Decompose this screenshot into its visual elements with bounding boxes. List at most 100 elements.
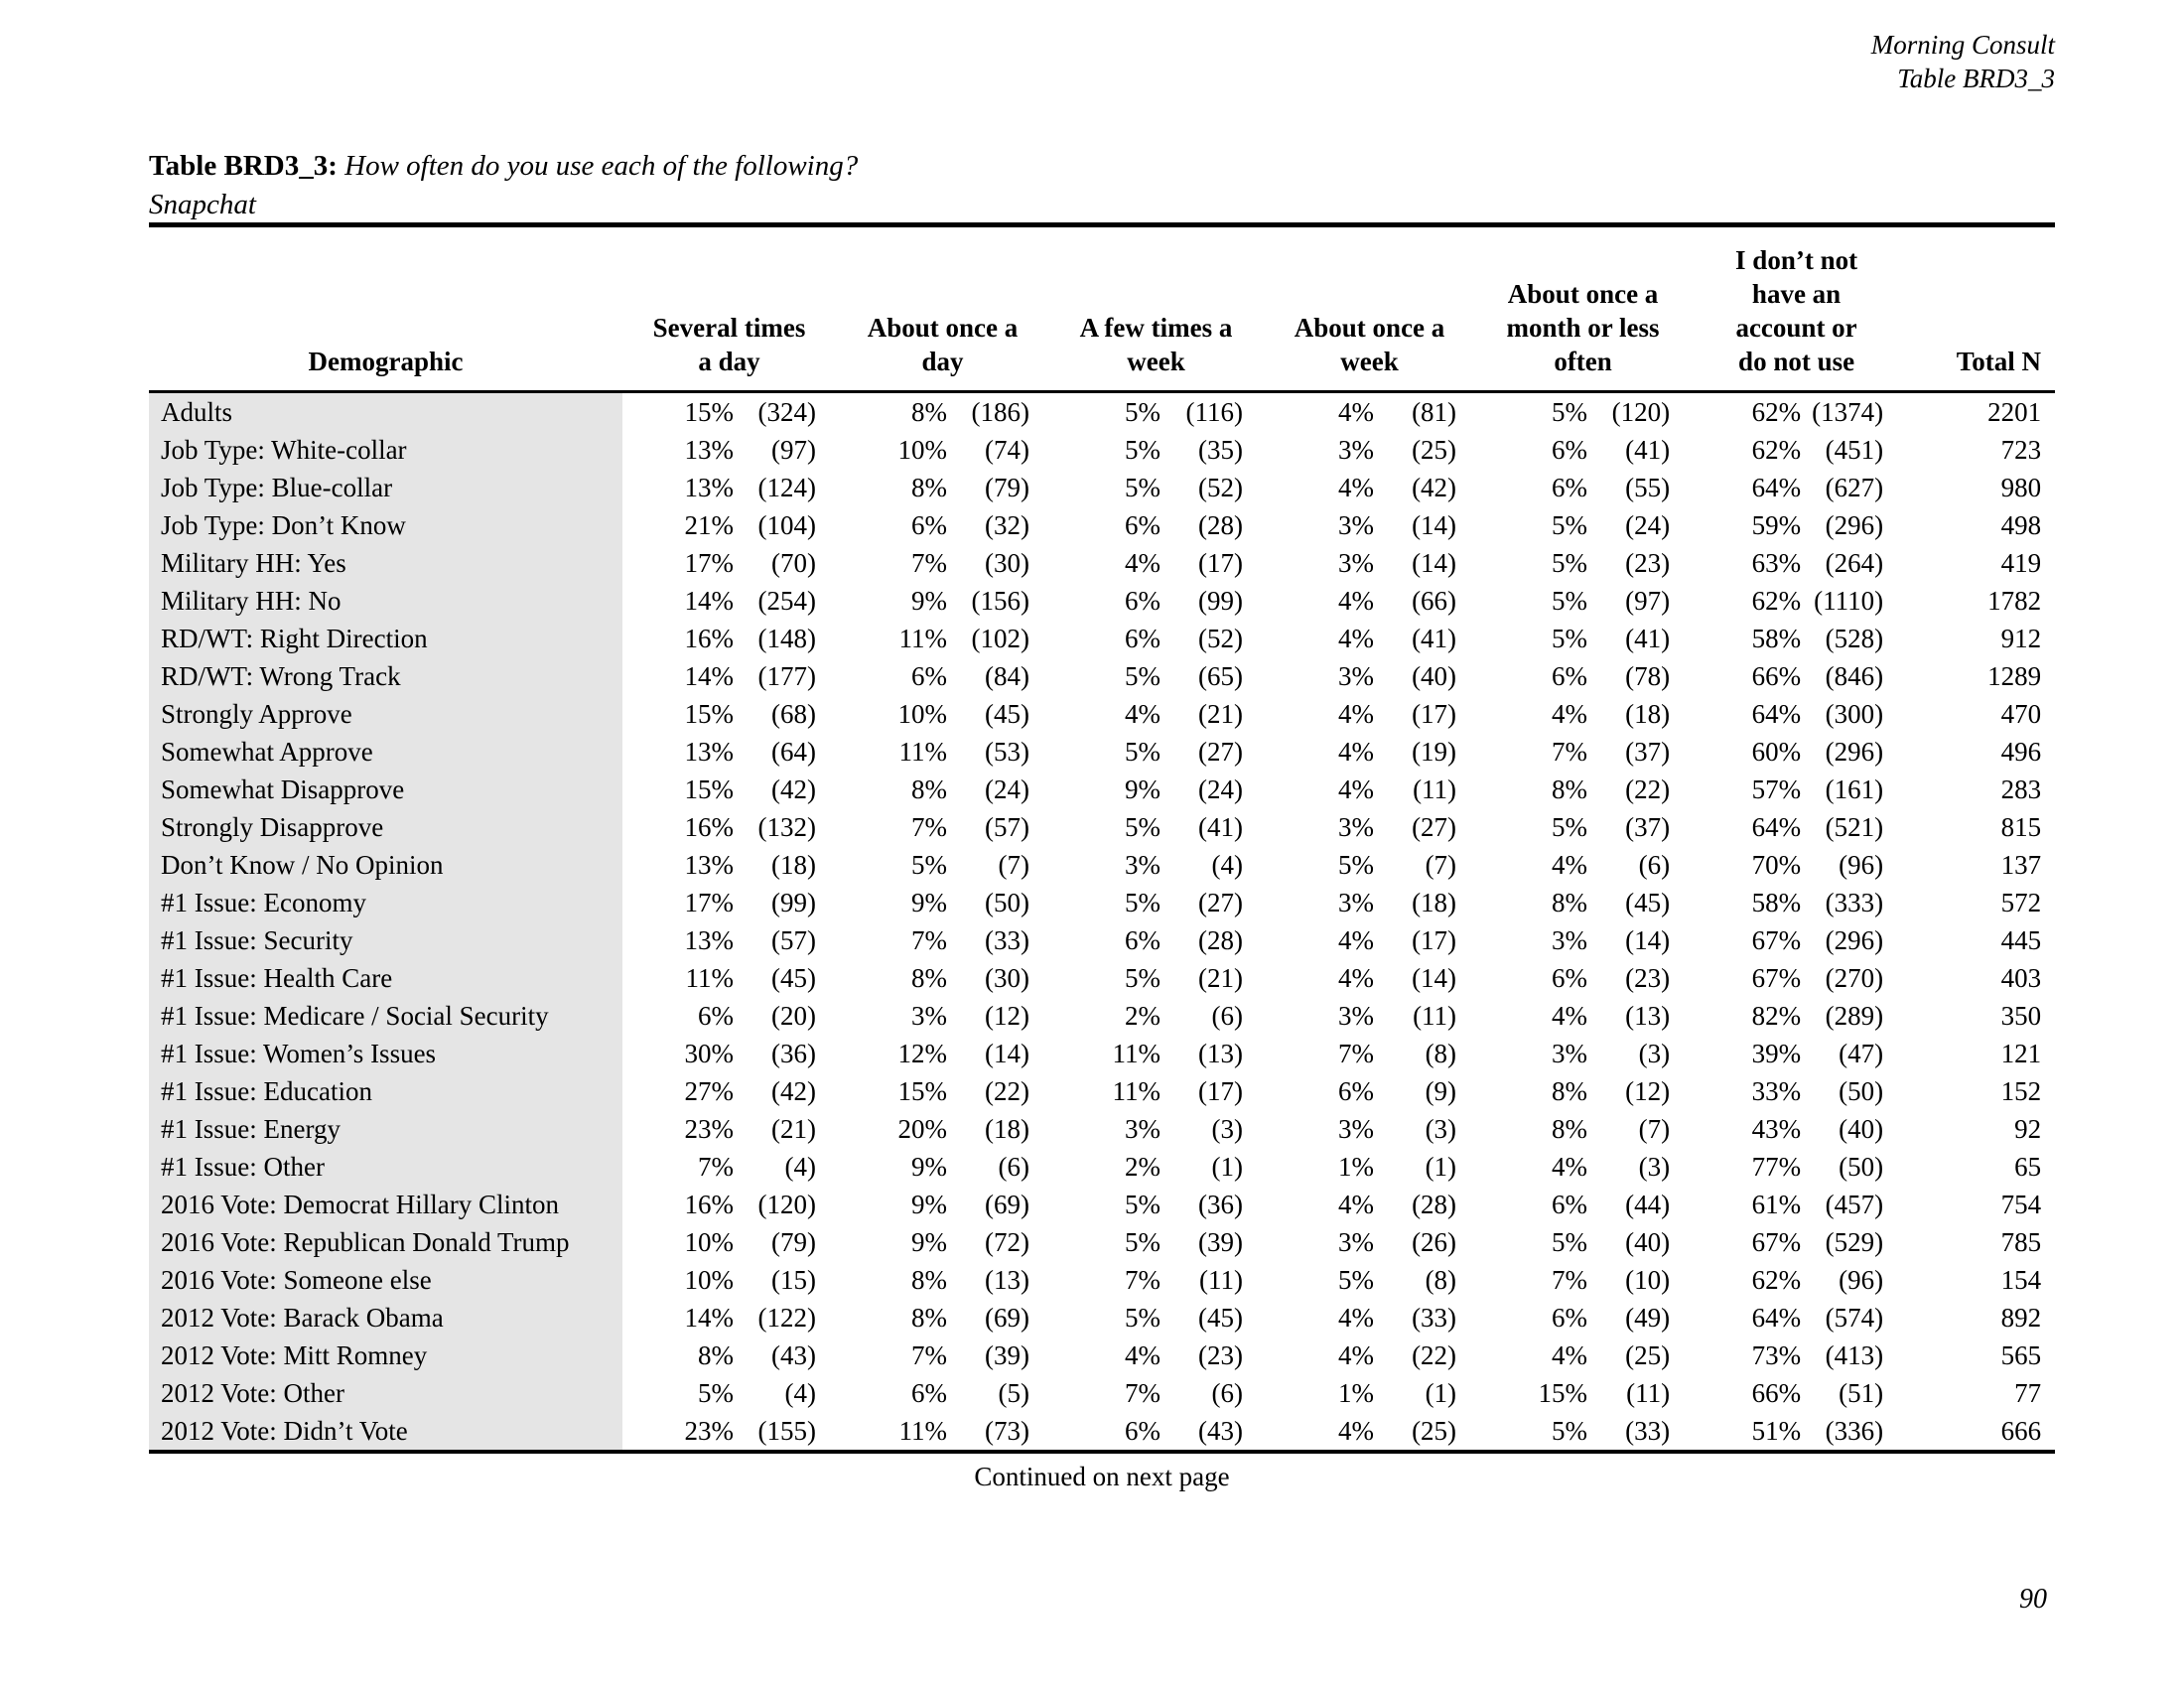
row-label: #1 Issue: Other: [149, 1148, 622, 1186]
table-row: Military HH: Yes 17% (70) 7% (30) 4% (17) 3% (14…: [149, 544, 2055, 582]
cell-percent: 17%: [684, 888, 735, 917]
cell-count: (18): [771, 850, 817, 880]
cell-count: (3): [1638, 1152, 1671, 1182]
cell-count: (45): [1625, 888, 1671, 917]
cell-percent: 6%: [1552, 1303, 1588, 1333]
cell-count: (23): [1625, 548, 1671, 578]
cell-percent: 6%: [1552, 473, 1588, 502]
cell-percent: 5%: [1125, 888, 1161, 917]
row-label: 2012 Vote: Didn’t Vote: [149, 1412, 622, 1452]
cell-count: (49): [1625, 1303, 1671, 1333]
table-row: #1 Issue: Energy 23% (21) 20% (18) 3% (3) 3% (3)…: [149, 1110, 2055, 1148]
row-label: Adults: [149, 391, 622, 431]
cell-percent: 16%: [684, 812, 735, 842]
cell-count: (4): [784, 1152, 817, 1182]
cell-count: (1): [1425, 1152, 1457, 1182]
cell-percent: 15%: [897, 1076, 948, 1106]
cell-count: (102): [971, 624, 1030, 653]
cell-count: (40): [1839, 1114, 1884, 1144]
cell-total-n: 498: [2000, 510, 2042, 540]
cell-total-n: 912: [2000, 624, 2042, 653]
cell-percent: 67%: [1751, 963, 1802, 993]
cell-count: (41): [1412, 624, 1457, 653]
cell-count: (19): [1412, 737, 1457, 767]
cell-percent: 64%: [1751, 1303, 1802, 1333]
cell-count: (264): [1825, 548, 1884, 578]
cell-percent: 2%: [1125, 1001, 1161, 1031]
cell-total-n: 666: [2000, 1416, 2042, 1446]
table-row: Somewhat Approve 13% (64) 11% (53) 5% (27) 4% (1…: [149, 733, 2055, 771]
table-row: #1 Issue: Economy 17% (99) 9% (50) 5% (27) 3% (1…: [149, 884, 2055, 921]
table-row: 2016 Vote: Republican Donald Trump 10% (79…: [149, 1223, 2055, 1261]
cell-count: (3): [1211, 1114, 1244, 1144]
cell-percent: 27%: [684, 1076, 735, 1106]
cell-percent: 6%: [911, 510, 948, 540]
cell-count: (24): [985, 774, 1030, 804]
cell-percent: 11%: [1112, 1039, 1161, 1068]
cell-count: (22): [1412, 1340, 1457, 1370]
table-row: #1 Issue: Other 7% (4) 9% (6) 2% (1) 1% (1) 4% (3)…: [149, 1148, 2055, 1186]
cell-count: (27): [1412, 812, 1457, 842]
cell-count: (457): [1825, 1190, 1884, 1219]
cell-count: (53): [985, 737, 1030, 767]
cell-percent: 23%: [684, 1416, 735, 1446]
cell-total-n: 723: [2000, 435, 2042, 465]
cell-percent: 5%: [698, 1378, 734, 1408]
cell-percent: 7%: [911, 1340, 948, 1370]
table-row: Job Type: Blue-collar 13% (124) 8% (79) 5% (52…: [149, 469, 2055, 506]
cell-percent: 4%: [1338, 699, 1375, 729]
cell-count: (52): [1198, 473, 1244, 502]
table-row: #1 Issue: Women’s Issues 30% (36) 12% (14) 11…: [149, 1035, 2055, 1072]
col-header-demographic: Demographic: [149, 227, 622, 393]
cell-count: (41): [1625, 435, 1671, 465]
cell-total-n: 572: [2000, 888, 2042, 917]
cell-percent: 51%: [1751, 1416, 1802, 1446]
cell-percent: 4%: [1338, 397, 1375, 427]
cell-percent: 4%: [1552, 699, 1588, 729]
cell-count: (44): [1625, 1190, 1671, 1219]
cell-percent: 62%: [1751, 435, 1802, 465]
cell-percent: 3%: [911, 1001, 948, 1031]
page-number: 90: [2019, 1584, 2047, 1615]
cell-percent: 7%: [1125, 1378, 1161, 1408]
cell-count: (8): [1425, 1039, 1457, 1068]
row-label: Job Type: Blue-collar: [149, 469, 622, 506]
cell-percent: 3%: [1338, 661, 1375, 691]
cell-percent: 4%: [1552, 850, 1588, 880]
cell-percent: 64%: [1751, 699, 1802, 729]
row-label: 2016 Vote: Democrat Hillary Clinton: [149, 1186, 622, 1223]
cell-count: (104): [757, 510, 817, 540]
row-label: Military HH: No: [149, 582, 622, 620]
cell-count: (37): [1625, 812, 1671, 842]
cell-percent: 9%: [911, 1227, 948, 1257]
cell-percent: 4%: [1338, 586, 1375, 616]
cell-percent: 6%: [911, 1378, 948, 1408]
cell-count: (14): [1412, 548, 1457, 578]
cell-percent: 4%: [1125, 699, 1161, 729]
cell-count: (45): [985, 699, 1030, 729]
row-label: 2012 Vote: Mitt Romney: [149, 1336, 622, 1374]
data-table-wrapper: Demographic Several times a day About on…: [149, 222, 2056, 1492]
cell-percent: 17%: [684, 548, 735, 578]
data-table: Demographic Several times a day About on…: [149, 227, 2056, 1454]
cell-count: (37): [1625, 737, 1671, 767]
cell-count: (99): [771, 888, 817, 917]
cell-total-n: 496: [2000, 737, 2042, 767]
table-row: #1 Issue: Health Care 11% (45) 8% (30) 5% (21)…: [149, 959, 2055, 997]
cell-count: (120): [1611, 397, 1671, 427]
cell-percent: 4%: [1125, 1340, 1161, 1370]
cell-count: (97): [1625, 586, 1671, 616]
cell-percent: 5%: [1125, 1190, 1161, 1219]
cell-percent: 8%: [911, 473, 948, 502]
cell-percent: 6%: [1125, 586, 1161, 616]
row-label: #1 Issue: Women’s Issues: [149, 1035, 622, 1072]
cell-percent: 11%: [898, 737, 948, 767]
cell-percent: 8%: [1552, 1114, 1588, 1144]
cell-count: (84): [985, 661, 1030, 691]
cell-count: (27): [1198, 737, 1244, 767]
cell-count: (122): [757, 1303, 817, 1333]
cell-percent: 3%: [1338, 1227, 1375, 1257]
cell-total-n: 470: [2000, 699, 2042, 729]
cell-percent: 16%: [684, 1190, 735, 1219]
row-label: Somewhat Approve: [149, 733, 622, 771]
